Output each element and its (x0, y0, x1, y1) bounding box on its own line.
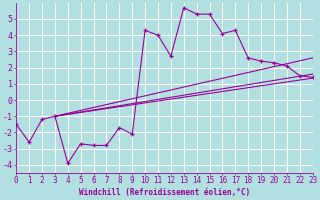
X-axis label: Windchill (Refroidissement éolien,°C): Windchill (Refroidissement éolien,°C) (79, 188, 250, 197)
